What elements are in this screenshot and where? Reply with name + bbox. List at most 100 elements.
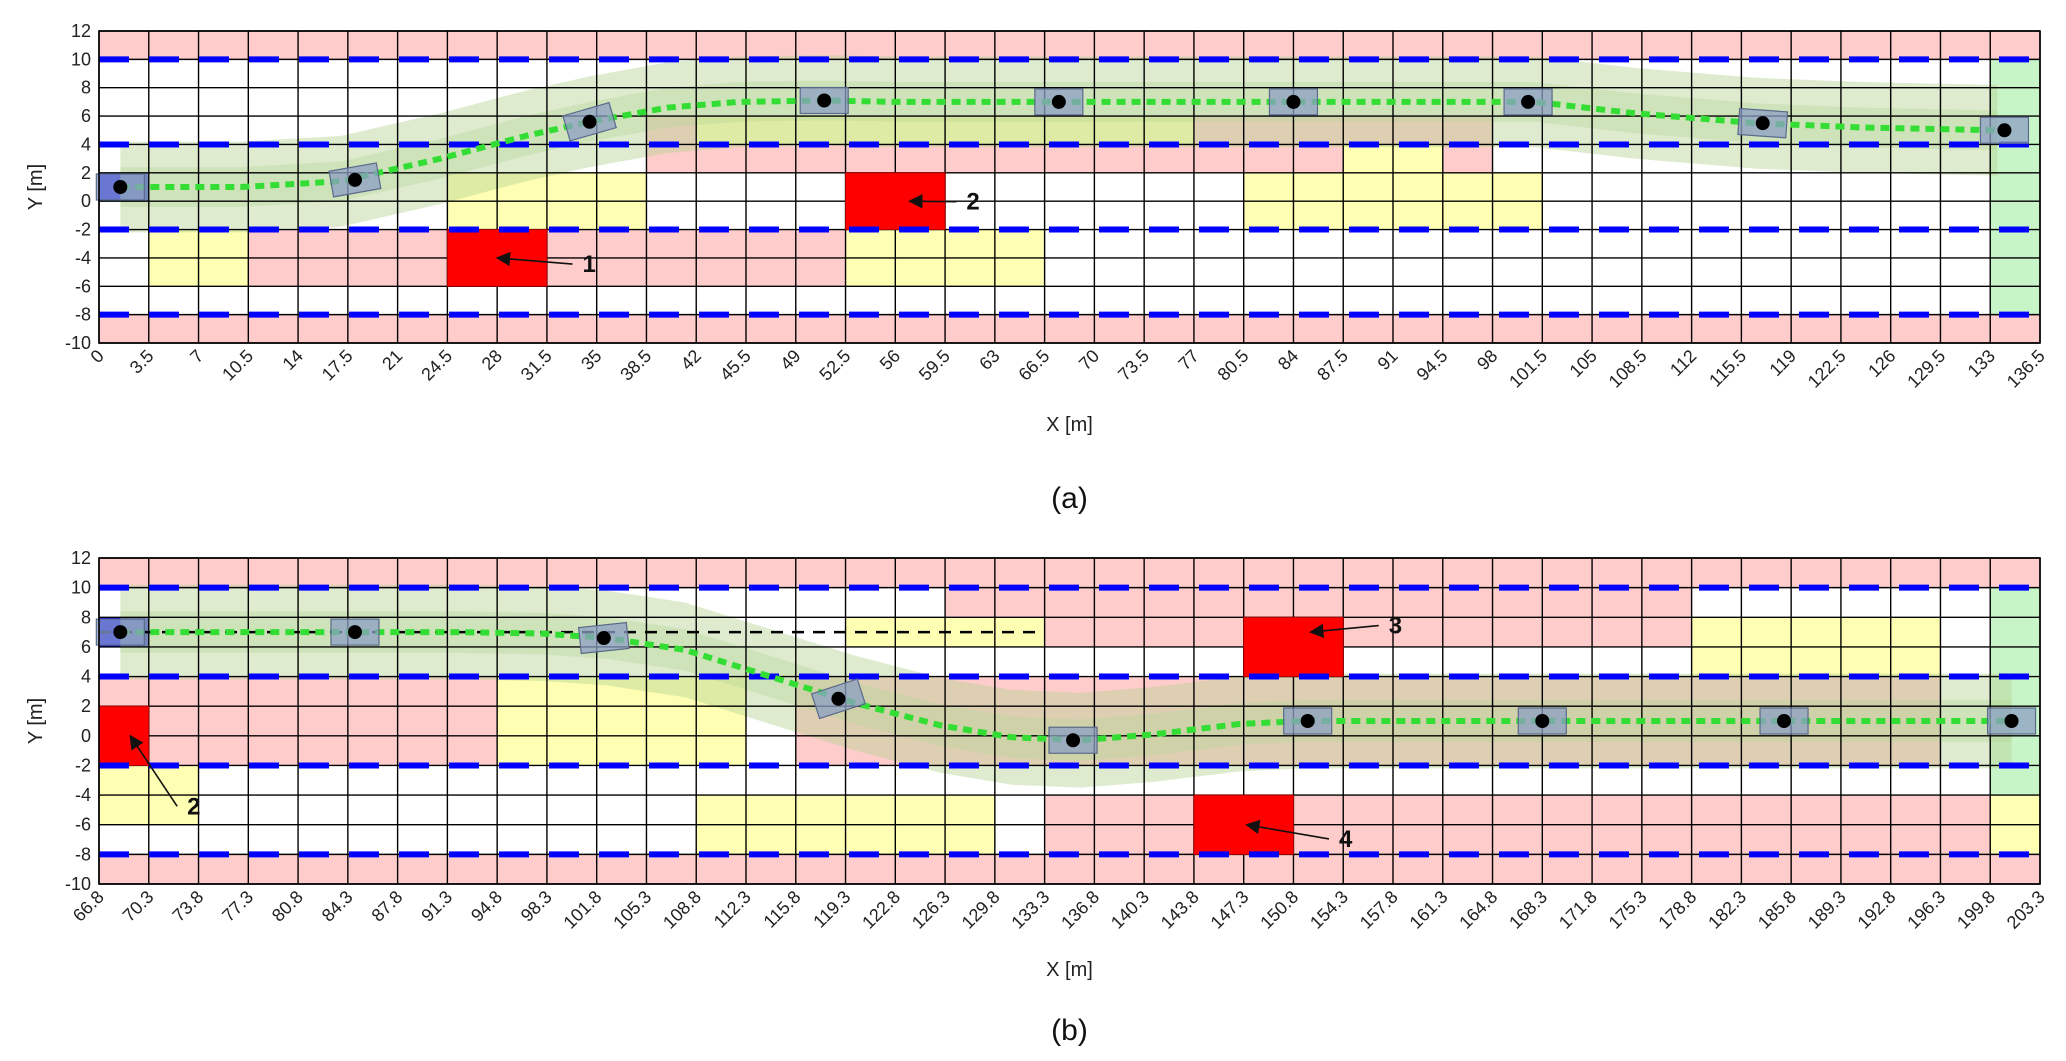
obstacle xyxy=(1243,616,1344,678)
x-tick-label: 105 xyxy=(1566,346,1601,381)
y-axis-label: Y [m] xyxy=(25,164,47,210)
x-tick-label: 7 xyxy=(186,346,207,367)
axes-frame xyxy=(98,557,2041,885)
x-tick-label: 56 xyxy=(876,346,904,374)
x-tick-label: 178.8 xyxy=(1654,887,1700,933)
x-tick-label: 189.3 xyxy=(1804,887,1850,933)
y-tick-label: 8 xyxy=(81,607,91,627)
x-tick-label: 94.5 xyxy=(1413,346,1452,385)
x-tick-label: 185.8 xyxy=(1754,887,1800,933)
y-tick-label: 8 xyxy=(81,78,91,98)
x-tick-label: 119.3 xyxy=(809,887,854,932)
x-tick-label: 28 xyxy=(478,346,506,374)
vehicle-center-point xyxy=(347,625,362,640)
x-tick-label: 126 xyxy=(1864,346,1899,381)
zone-pink xyxy=(99,558,2040,588)
y-tick-label: 2 xyxy=(81,696,91,716)
x-tick-label: 182.3 xyxy=(1704,887,1750,933)
annotation-arrow xyxy=(1309,623,1379,639)
annotation-label: 4 xyxy=(1339,826,1353,853)
x-tick-label: 199.8 xyxy=(1953,887,1999,933)
x-tick-label: 42 xyxy=(677,346,705,374)
x-tick-label: 171.8 xyxy=(1555,887,1601,933)
x-tick-label: 14 xyxy=(279,346,307,374)
x-tick-label: 94.8 xyxy=(467,887,506,926)
annotation-arrow xyxy=(495,251,573,267)
vehicle-center-point xyxy=(1521,94,1536,109)
vehicle-center-point xyxy=(2004,714,2019,728)
vehicle-center-point xyxy=(1997,123,2012,138)
vehicle-center-point xyxy=(1051,94,1066,109)
x-tick-label: 73.8 xyxy=(168,887,207,926)
x-tick-label: 175.3 xyxy=(1605,887,1651,933)
vehicle-center-point xyxy=(1300,714,1315,728)
y-tick-label: 4 xyxy=(81,667,91,687)
x-tick-label: 136.5 xyxy=(2003,346,2049,392)
trajectory-line xyxy=(120,97,1998,190)
x-tick-label: 129.8 xyxy=(958,887,1004,933)
x-tick-label: 101.5 xyxy=(1505,346,1551,392)
vehicle-center-point xyxy=(1777,714,1792,728)
zone-goal xyxy=(1990,59,2040,315)
vehicle-center-point xyxy=(1535,714,1550,728)
x-tick-label: 91.3 xyxy=(417,887,456,926)
y-tick-label: -2 xyxy=(75,220,91,240)
y-tick-label: -4 xyxy=(75,785,91,805)
zone-pink xyxy=(99,854,2040,884)
x-tick-label: 63 xyxy=(975,346,1003,374)
x-tick-label: 129.5 xyxy=(1903,346,1949,392)
x-tick-label: 49 xyxy=(776,346,804,374)
x-tick-label: 168.3 xyxy=(1505,887,1551,933)
x-tick-label: 101.8 xyxy=(560,887,606,933)
x-tick-label: 59.5 xyxy=(915,346,954,385)
x-tick-label: 98 xyxy=(1473,346,1501,374)
x-tick-label: 126.3 xyxy=(908,887,954,933)
x-tick-label: 80.8 xyxy=(268,887,307,926)
obstacle xyxy=(98,705,150,766)
x-tick-label: 10.5 xyxy=(218,346,257,385)
x-tick-label: 143.8 xyxy=(1157,887,1203,933)
obstacle xyxy=(1193,794,1294,855)
y-tick-label: 12 xyxy=(71,21,91,41)
x-tick-label: 52.5 xyxy=(815,346,854,385)
y-tick-label: -6 xyxy=(75,276,91,296)
y-tick-label: 6 xyxy=(81,106,91,126)
x-tick-label: 115.8 xyxy=(760,887,805,932)
y-tick-label: 4 xyxy=(81,134,91,154)
y-tick-label: 2 xyxy=(81,163,91,183)
vehicle-center-point xyxy=(113,625,128,640)
x-tick-label: 133.3 xyxy=(1007,887,1053,933)
x-tick-label: 154.3 xyxy=(1306,887,1352,933)
annotation-arrow xyxy=(908,194,957,209)
x-tick-label: 31.5 xyxy=(517,346,556,385)
x-tick-label: 122.5 xyxy=(1804,346,1850,392)
x-tick-label: 105.3 xyxy=(609,887,655,933)
y-tick-label: 0 xyxy=(81,191,91,211)
y-tick-label: -10 xyxy=(65,874,91,894)
vehicle-center-point xyxy=(1755,116,1770,131)
x-tick-label: 140.3 xyxy=(1107,887,1153,933)
x-tick-label: 150.8 xyxy=(1256,887,1302,933)
x-tick-label: 84.3 xyxy=(318,887,357,926)
x-tick-label: 122.8 xyxy=(858,887,904,933)
y-tick-label: 10 xyxy=(71,49,91,69)
vehicle-center-point xyxy=(582,114,597,129)
x-tick-label: 3.5 xyxy=(126,346,158,378)
vehicle-center-point xyxy=(347,172,362,187)
y-tick-label: -8 xyxy=(75,305,91,325)
panel-caption: (b) xyxy=(1051,1014,1088,1047)
y-tick-label: -6 xyxy=(75,815,91,835)
zone-goal xyxy=(1990,587,2040,796)
y-tick-label: -10 xyxy=(65,333,91,353)
vehicle-center-point xyxy=(1286,94,1301,109)
x-tick-label: 147.3 xyxy=(1207,887,1253,933)
x-tick-label: 45.5 xyxy=(716,346,755,385)
annotation-label: 2 xyxy=(966,189,979,216)
zone-pink xyxy=(99,31,2040,60)
y-tick-label: 10 xyxy=(71,578,91,598)
vehicle-center-point xyxy=(1066,733,1081,748)
annotation-label: 2 xyxy=(187,793,200,820)
x-tick-label: 80.5 xyxy=(1214,346,1253,385)
